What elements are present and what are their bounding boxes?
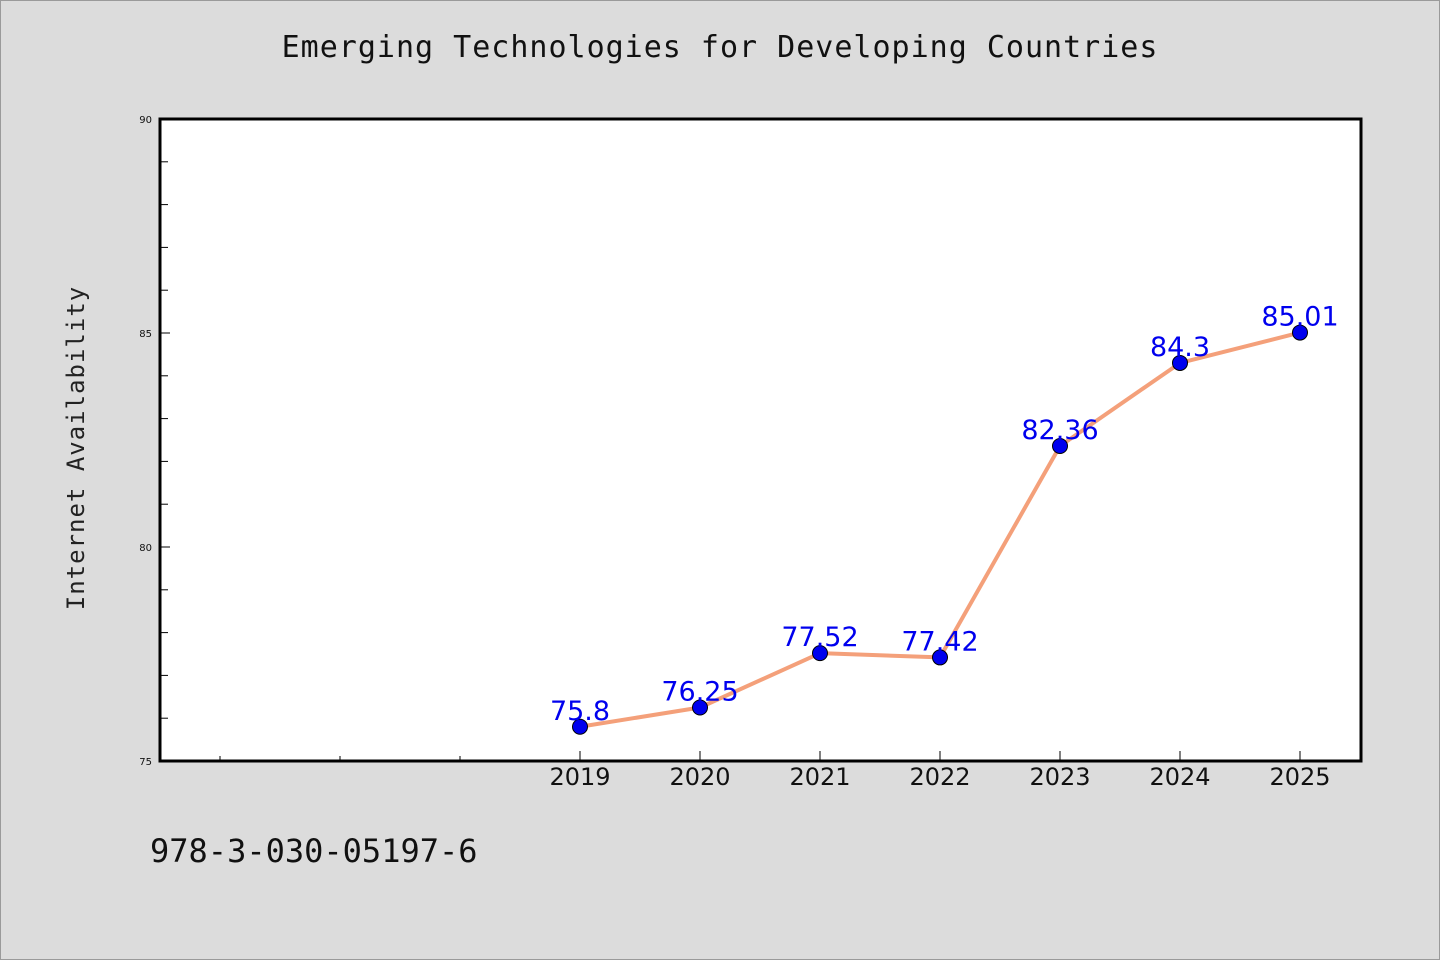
data-point	[1172, 354, 1188, 371]
data-point	[692, 699, 708, 716]
x-axis: 2019 2020 2021 2022 2023 2024 2025	[219, 751, 1331, 791]
footer-code: 978-3-030-05197-6	[150, 832, 478, 870]
data-point	[572, 718, 588, 735]
data-label: 75.8	[550, 696, 610, 727]
data-point	[1292, 324, 1308, 341]
x-tick-label: 2025	[1269, 763, 1330, 791]
x-tick-label: 2024	[1149, 763, 1210, 791]
y-tick-label: 90	[139, 115, 152, 126]
chart-title: Emerging Technologies for Developing Cou…	[281, 30, 1159, 65]
y-tick-label: 75	[139, 757, 152, 768]
x-tick-label: 2019	[549, 763, 610, 791]
data-point	[812, 645, 828, 662]
x-tick-label: 2020	[669, 763, 730, 791]
x-tick-label: 2022	[909, 763, 970, 791]
y-axis: 75 80 85 90	[139, 115, 170, 768]
data-labels: 75.8 76.25 77.52 77.42 82.36 84.3 85.01	[550, 302, 1339, 727]
data-label: 77.42	[901, 626, 978, 657]
data-label: 76.25	[661, 677, 738, 708]
x-tick-label: 2023	[1029, 763, 1090, 791]
data-label: 77.52	[781, 622, 858, 653]
x-tick-label: 2021	[789, 763, 850, 791]
y-tick-label: 85	[139, 329, 152, 340]
data-point	[1052, 437, 1068, 454]
data-point	[932, 649, 948, 666]
data-label: 84.3	[1150, 332, 1210, 363]
series-layer	[572, 324, 1308, 735]
data-label: 82.36	[1021, 415, 1098, 446]
y-tick-label: 80	[139, 543, 152, 554]
data-label: 85.01	[1261, 302, 1338, 333]
plot-area	[158, 117, 1363, 763]
